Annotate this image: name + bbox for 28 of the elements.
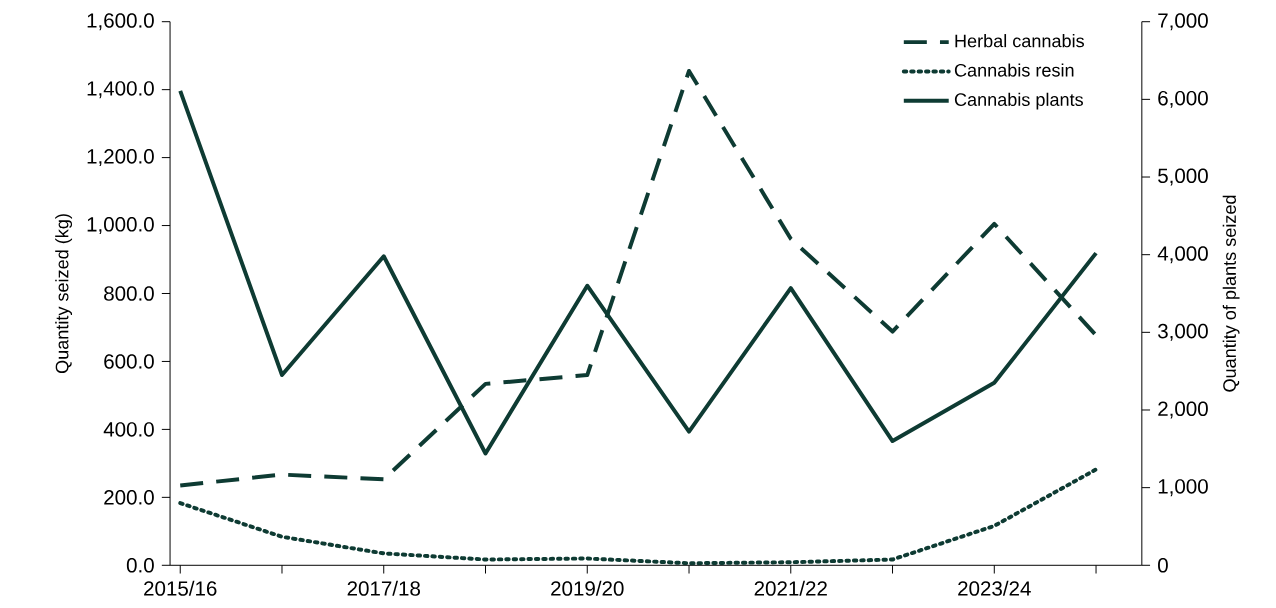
x-tick-label: 2019/20	[551, 580, 624, 596]
y2-tick-label: 6,000	[1158, 91, 1208, 108]
x-tick-label: 2021/22	[754, 580, 827, 596]
y-tick-label: 200.0	[104, 490, 154, 505]
y2-tick-label: 4,000	[1157, 246, 1208, 264]
y2-tick-label: 5,000	[1158, 168, 1208, 186]
y-tick-label: 1,600.0	[87, 13, 154, 31]
y-tick-label: 600.0	[104, 354, 154, 369]
legend-label: Herbal cannabis	[955, 34, 1084, 48]
x-tick-label: 2023/24	[958, 580, 1031, 596]
y-tick-label: 1,200.0	[87, 149, 154, 167]
x-tick-label: 2015/16	[144, 580, 217, 596]
legend-label: Cannabis plants	[954, 92, 1083, 110]
line-series	[178, 467, 1099, 566]
y2-axis-title: Quantity of plants seized	[1222, 195, 1240, 392]
legend-label: Cannabis resin	[954, 63, 1074, 77]
y-tick-label: 800.0	[104, 286, 154, 301]
y-tick-label: 0.0	[126, 558, 154, 573]
x-tick-label: 2017/18	[347, 580, 420, 596]
y2-tick-label: 2,000	[1158, 401, 1208, 419]
y-tick-label: 1,000.0	[87, 217, 154, 235]
y-tick-label: 1,400.0	[87, 81, 154, 99]
y-tick-label: 400.0	[103, 422, 154, 437]
y2-tick-label: 7,000	[1158, 13, 1208, 31]
y2-tick-label: 0	[1158, 558, 1168, 573]
y2-tick-label: 1,000	[1158, 479, 1208, 497]
y2-tick-label: 3,000	[1158, 323, 1208, 341]
y-axis-title: Quantity seized (kg)	[55, 214, 73, 374]
